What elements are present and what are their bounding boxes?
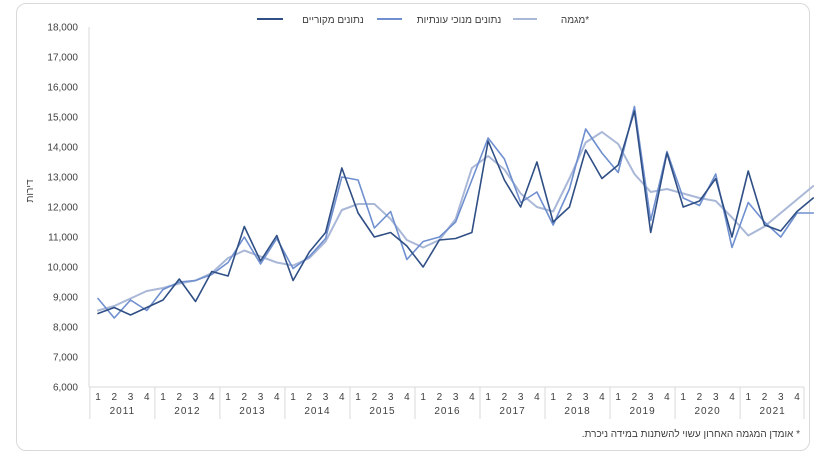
quarter-tick-label: 1: [355, 392, 361, 403]
quarter-tick-label: 4: [599, 392, 605, 403]
y-tick-label: 14,000: [47, 143, 78, 154]
series-line-1: [97, 110, 814, 316]
quarter-tick-label: 2: [176, 392, 182, 403]
year-tick-label: 2016: [434, 406, 460, 417]
y-tick-label: 15,000: [47, 113, 78, 124]
quarter-tick-label: 1: [420, 392, 426, 403]
quarter-tick-label: 2: [242, 392, 248, 403]
y-tick-label: 7,000: [53, 353, 78, 364]
y-tick-label: 9,000: [53, 293, 78, 304]
y-tick-label: 16,000: [47, 83, 78, 94]
quarter-tick-label: 4: [729, 392, 735, 403]
quarter-tick-label: 4: [664, 392, 670, 403]
quarter-tick-label: 1: [290, 392, 296, 403]
legend-label-2: נתונים מנוכי עונתיות: [417, 15, 502, 26]
quarter-tick-label: 3: [713, 392, 719, 403]
legend-label-1: נתונים מקוריים: [302, 15, 364, 26]
year-tick-label: 2021: [759, 406, 785, 417]
quarter-tick-label: 1: [615, 392, 621, 403]
y-tick-label: 8,000: [53, 323, 78, 334]
legend-label-3: מגמה*: [561, 15, 589, 26]
quarter-tick-label: 1: [680, 392, 686, 403]
quarter-tick-label: 4: [209, 392, 215, 403]
year-tick-label: 2013: [239, 406, 265, 417]
quarter-tick-label: 3: [388, 392, 394, 403]
quarter-tick-label: 1: [485, 392, 491, 403]
quarter-tick-label: 3: [583, 392, 589, 403]
y-tick-label: 12,000: [47, 203, 78, 214]
year-tick-label: 2019: [629, 406, 655, 417]
quarter-tick-label: 4: [534, 392, 540, 403]
quarter-tick-label: 4: [469, 392, 475, 403]
year-tick-label: 2011: [110, 406, 136, 417]
year-tick-label: 2014: [304, 406, 330, 417]
quarter-tick-label: 2: [111, 392, 117, 403]
quarter-tick-label: 2: [567, 392, 573, 403]
footnote: * אומדן המגמה האחרון עשוי להשתנות במידה …: [581, 429, 800, 440]
quarter-tick-label: 4: [794, 392, 800, 403]
y-tick-label: 13,000: [47, 173, 78, 184]
quarter-tick-label: 2: [372, 392, 378, 403]
year-tick-label: 2020: [694, 406, 720, 417]
quarter-tick-label: 1: [160, 392, 166, 403]
year-tick-label: 2015: [369, 406, 395, 417]
quarter-tick-label: 3: [193, 392, 199, 403]
quarter-tick-label: 1: [225, 392, 231, 403]
chart-frame: [16, 3, 810, 451]
y-tick-label: 11,000: [48, 233, 78, 244]
quarter-tick-label: 1: [745, 392, 751, 403]
quarter-tick-label: 4: [144, 392, 150, 403]
y-tick-label: 17,000: [47, 53, 78, 64]
quarter-tick-label: 3: [648, 392, 654, 403]
y-tick-label: 6,000: [53, 383, 78, 394]
year-tick-label: 2017: [499, 406, 525, 417]
series-lines: [97, 105, 814, 319]
quarter-tick-label: 1: [550, 392, 556, 403]
quarter-tick-label: 3: [453, 392, 459, 403]
quarter-tick-label: 3: [518, 392, 524, 403]
quarter-tick-label: 2: [307, 392, 313, 403]
legend: נתונים מקוריים נתונים מנוכי עונתיות מגמה*: [257, 15, 589, 26]
quarter-tick-label: 2: [762, 392, 768, 403]
quarter-tick-label: 4: [339, 392, 345, 403]
quarter-tick-label: 4: [274, 392, 280, 403]
quarter-tick-label: 3: [128, 392, 134, 403]
year-tick-label: 2018: [564, 406, 590, 417]
quarter-tick-label: 4: [404, 392, 410, 403]
quarter-tick-label: 3: [323, 392, 329, 403]
series-line-3: [97, 131, 814, 312]
quarter-tick-label: 3: [258, 392, 264, 403]
quarter-tick-label: 2: [437, 392, 443, 403]
year-tick-label: 2012: [174, 406, 200, 417]
y-tick-label: 18,000: [47, 23, 78, 34]
y-tick-label: 10,000: [47, 263, 78, 274]
quarter-tick-label: 1: [95, 392, 101, 403]
quarter-tick-label: 2: [697, 392, 703, 403]
series-line-2: [97, 105, 814, 319]
y-axis: 6,000 7,000 8,000 9,000 10,000 11,000 12,000 13…: [47, 23, 90, 394]
quarter-tick-label: 3: [778, 392, 784, 403]
y-axis-label: דירות: [25, 179, 36, 202]
quarter-tick-label: 2: [502, 392, 508, 403]
quarter-tick-label: 2: [632, 392, 638, 403]
